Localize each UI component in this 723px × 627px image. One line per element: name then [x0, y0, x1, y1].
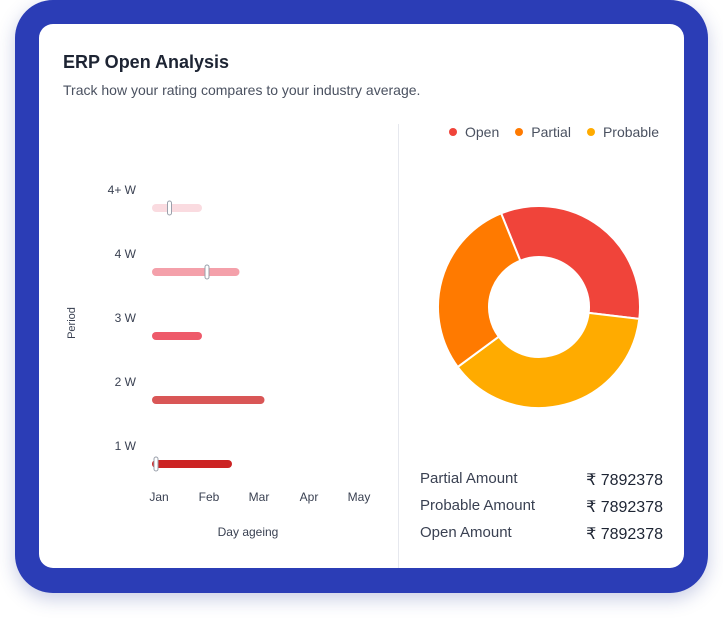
- erp-analysis-card: ERP Open Analysis Track how your rating …: [39, 24, 684, 568]
- bar: [152, 204, 202, 212]
- y-tick-label: 4 W: [115, 247, 137, 261]
- x-tick-label: Jan: [149, 490, 168, 504]
- bar: [152, 396, 265, 404]
- card-subtitle: Track how your rating compares to your i…: [63, 82, 421, 98]
- bar-marker: [204, 264, 210, 280]
- open-amount-label: Open Amount: [420, 524, 512, 541]
- x-tick-label: May: [348, 490, 371, 504]
- bar: [152, 460, 232, 468]
- bar-marker: [167, 200, 172, 216]
- y-tick-label: 4+ W: [108, 183, 137, 197]
- partial-amount-value: ₹ 7892378: [586, 472, 663, 489]
- donut-slice-partial: [437, 212, 522, 369]
- open-amount-row: Open Amount ₹ 7892378: [420, 524, 663, 544]
- bar: [152, 268, 240, 276]
- x-tick-label: Feb: [199, 490, 220, 504]
- open-amount-value: ₹ 7892378: [586, 526, 663, 543]
- legend-dot-open: [449, 128, 457, 136]
- status-donut-chart: [437, 205, 641, 409]
- day-ageing-bar-chart: 4+ W 4 W 3 W 2 W 1 W Jan Feb Mar Apr May Day agein…: [66, 183, 371, 539]
- bar: [152, 332, 202, 340]
- partial-amount-label: Partial Amount: [420, 470, 518, 487]
- legend-label-partial: Partial: [531, 124, 571, 140]
- x-axis-label: Day ageing: [218, 525, 279, 539]
- y-axis-label: Period: [66, 307, 78, 339]
- legend-label-open: Open: [465, 124, 500, 140]
- donut-slice-open: [499, 205, 641, 321]
- y-tick-label: 1 W: [115, 439, 137, 453]
- legend-item-probable[interactable]: Probable: [586, 124, 659, 140]
- donut-legend: Open Partial Probable: [449, 124, 659, 140]
- x-tick-label: Apr: [300, 490, 319, 504]
- card-title: ERP Open Analysis: [63, 52, 230, 72]
- legend-item-open[interactable]: Open: [449, 124, 499, 140]
- legend-dot-partial: [515, 128, 524, 136]
- y-tick-label: 2 W: [115, 375, 137, 389]
- probable-amount-row: Probable Amount ₹ 7892378: [420, 497, 663, 517]
- probable-amount-label: Probable Amount: [420, 497, 536, 514]
- bar-marker: [153, 456, 159, 472]
- legend-dot-probable: [586, 128, 595, 136]
- divider: [398, 124, 399, 568]
- partial-amount-row: Partial Amount ₹ 7892378: [420, 470, 663, 490]
- x-tick-label: Mar: [249, 490, 270, 504]
- y-tick-label: 3 W: [115, 311, 137, 325]
- legend-item-partial[interactable]: Partial: [515, 124, 571, 140]
- probable-amount-value: ₹ 7892378: [586, 499, 663, 516]
- legend-label-probable: Probable: [602, 124, 659, 140]
- donut-slice-probable: [456, 311, 641, 409]
